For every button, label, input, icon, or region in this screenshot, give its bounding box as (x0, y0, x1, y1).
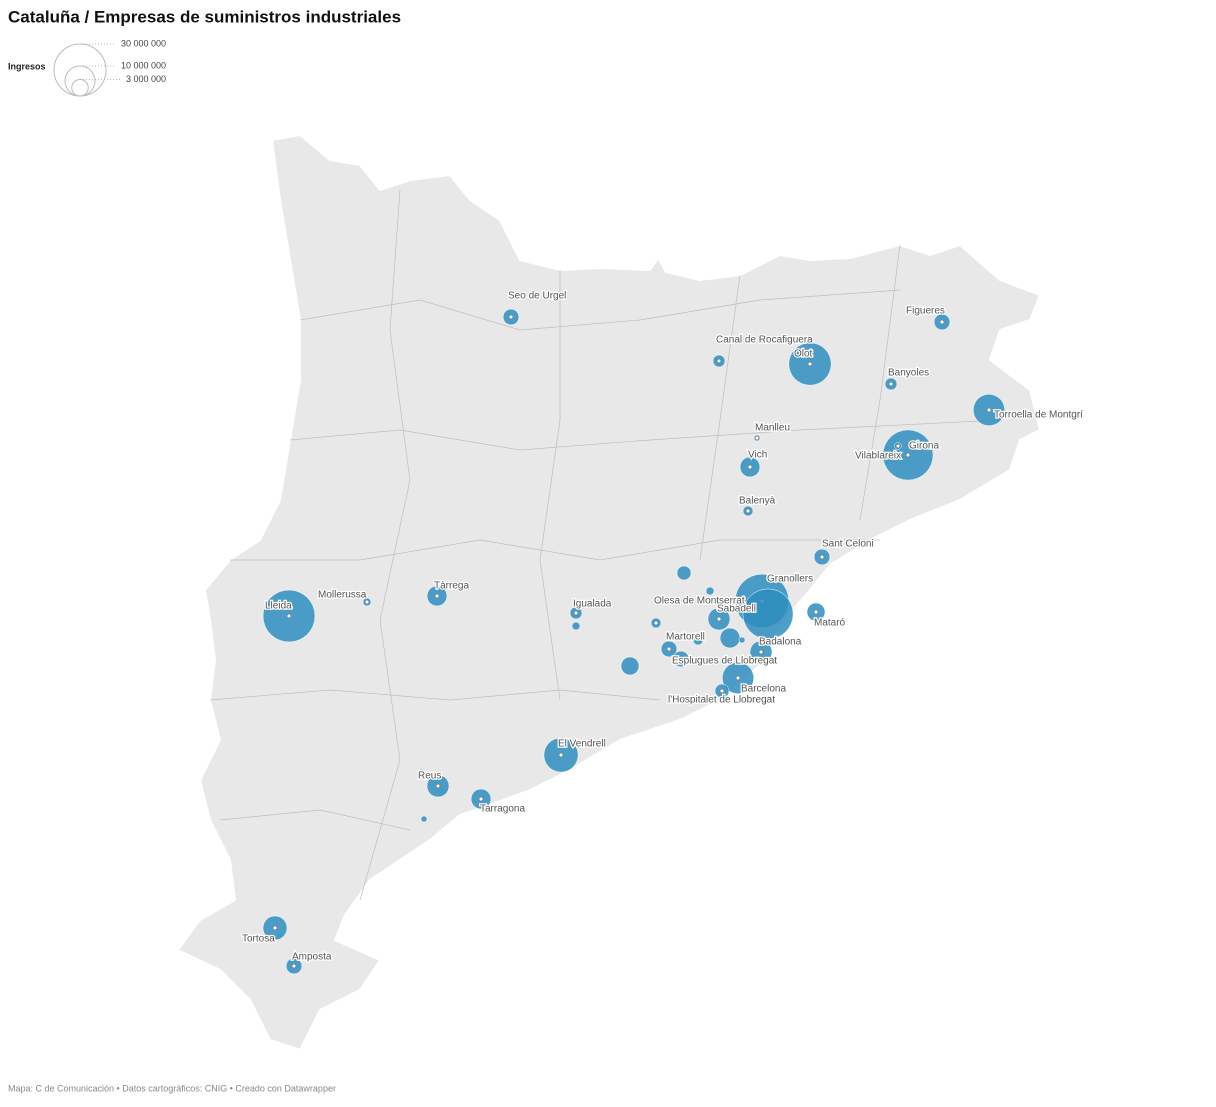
place-dot (678, 656, 684, 662)
place-label: Vich (748, 450, 767, 461)
place-label: Figueres (906, 306, 945, 317)
legend-circle (71, 79, 89, 97)
bubble (620, 656, 640, 676)
place-label: Lleida (265, 601, 292, 612)
place-dot (986, 407, 992, 413)
place-dot (573, 610, 579, 616)
legend-circle (53, 43, 107, 97)
place-dot (754, 435, 760, 441)
place-label: Mataró (814, 618, 846, 629)
place-label: Seo de Urgel (508, 291, 566, 302)
place-label: Torroella de Montgrí (994, 410, 1083, 421)
bubble (719, 627, 741, 649)
place-label: Tortosa (242, 934, 275, 945)
place-label: Barcelona (741, 684, 786, 695)
place-label: Amposta (292, 952, 332, 963)
place-dot (508, 314, 514, 320)
place-label: Sant Celoni (822, 539, 874, 550)
bubble (742, 588, 794, 640)
place-dot (758, 649, 764, 655)
place-label: Martorell (666, 632, 705, 643)
legend-label: 3 000 000 (126, 74, 166, 84)
place-label: Sabadell (717, 604, 756, 615)
place-label: Granollers (767, 574, 813, 585)
place-dot (735, 675, 741, 681)
bubble (692, 634, 704, 646)
place-label: Canal de Rocafiguera (716, 335, 813, 346)
place-label: El Vendrell (558, 739, 606, 750)
place-label: Banyoles (888, 368, 929, 379)
legend-label: 10 000 000 (121, 60, 166, 70)
place-label: Reus (418, 771, 441, 782)
place-dot (666, 646, 672, 652)
place-label: Tarragona (480, 804, 525, 815)
source-note: Mapa: C de Comunicación • Datos cartográ… (8, 1083, 336, 1093)
place-dot (716, 358, 722, 364)
place-dot (286, 613, 292, 619)
place-label: Vilablareix (855, 451, 901, 462)
place-label: Igualada (573, 599, 612, 610)
place-dot (819, 554, 825, 560)
place-dot (653, 620, 659, 626)
place-dot (905, 452, 911, 458)
place-label: Esplugues de Llobregat (672, 656, 777, 667)
region-outline (176, 133, 1042, 1052)
place-dot (745, 508, 751, 514)
place-dot (364, 599, 370, 605)
place-label: Mollerussa (318, 590, 367, 601)
bubble (705, 586, 715, 596)
place-dot (813, 609, 819, 615)
bubble (676, 565, 692, 581)
place-dot (747, 464, 753, 470)
bubble (571, 621, 581, 631)
place-dot (558, 752, 564, 758)
place-label: l'Hospitalet de Llobregat (668, 695, 775, 706)
place-label: Tàrrega (434, 581, 469, 592)
place-dot (478, 796, 484, 802)
place-label: Olesa de Montserrat (654, 596, 745, 607)
legend-label: 30 000 000 (121, 38, 166, 48)
place-dot (888, 381, 894, 387)
place-dot (291, 963, 297, 969)
bubble (738, 636, 746, 644)
place-dot (434, 593, 440, 599)
place-label: Girona (909, 441, 939, 452)
place-dot (719, 688, 725, 694)
place-dot (272, 925, 278, 931)
bubble (420, 815, 428, 823)
place-dot (716, 616, 722, 622)
place-dot (939, 319, 945, 325)
place-label: Balenyà (739, 496, 776, 507)
place-dot (435, 783, 441, 789)
place-label: Olot (794, 349, 813, 360)
place-dot (895, 443, 901, 449)
place-label: Badalona (759, 637, 802, 648)
legend-circle (64, 65, 96, 97)
place-label: Manlleu (755, 423, 790, 434)
legend-title: Ingresos (8, 61, 46, 71)
place-dot (807, 361, 813, 367)
chart-title: Cataluña / Empresas de suministros indus… (8, 7, 401, 26)
boundaries (209, 189, 1001, 901)
